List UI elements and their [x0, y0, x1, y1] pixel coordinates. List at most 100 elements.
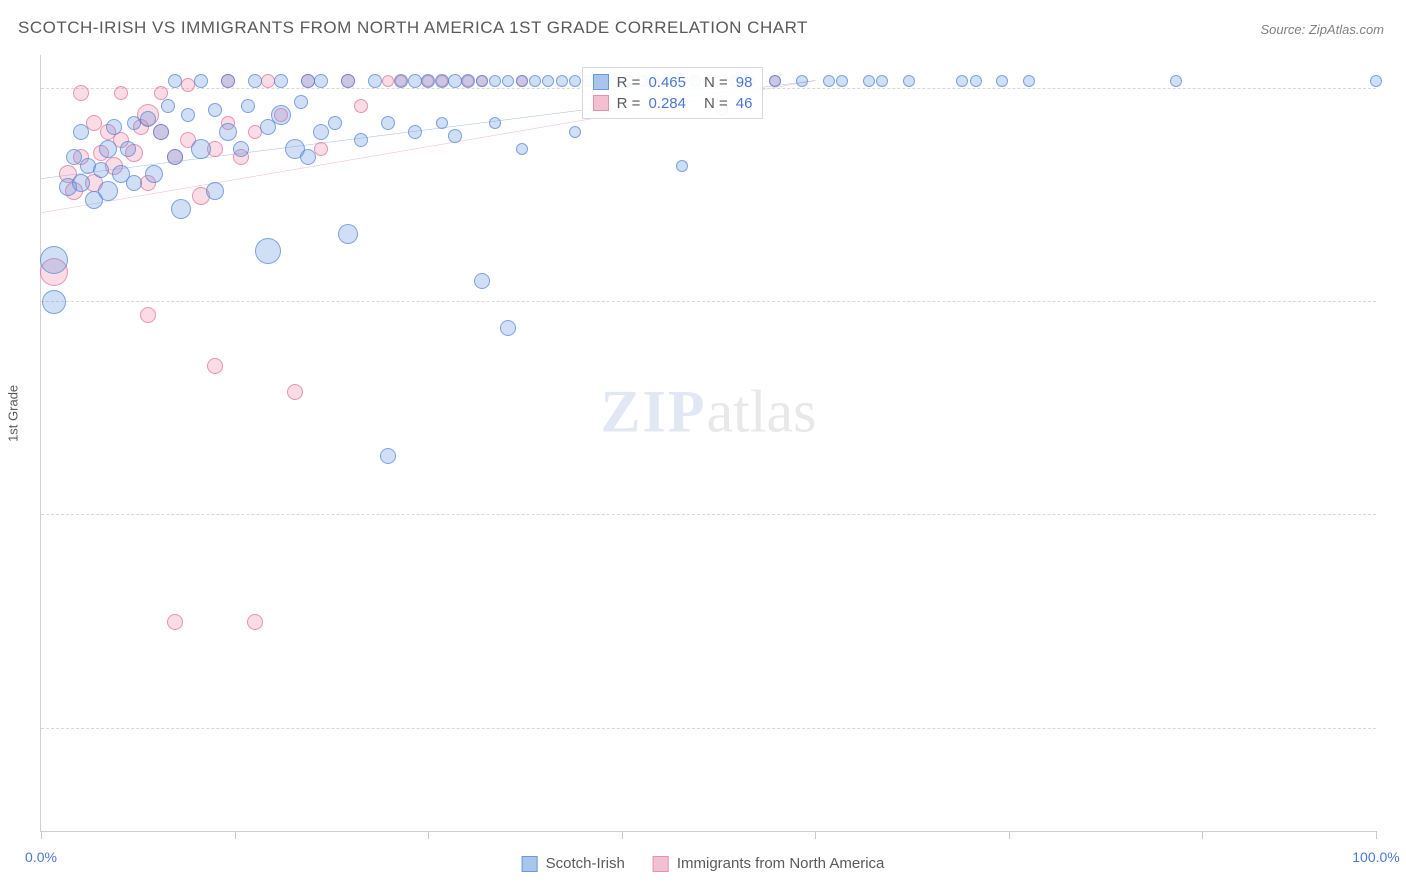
- scatter-point: [676, 160, 688, 172]
- x-tick-label: 0.0%: [25, 849, 57, 865]
- scatter-point: [140, 111, 156, 127]
- scatter-point: [106, 119, 122, 135]
- stats-row: R = 0.465 N = 98: [593, 72, 753, 93]
- chart-title: SCOTCH-IRISH VS IMMIGRANTS FROM NORTH AM…: [18, 18, 808, 38]
- scatter-point: [500, 320, 516, 336]
- scatter-point: [394, 74, 408, 88]
- stat-r-label: R =: [617, 74, 641, 91]
- scatter-point: [168, 74, 182, 88]
- stat-n-value: 46: [736, 95, 753, 112]
- legend-label: Scotch-Irish: [546, 855, 625, 872]
- scatter-point: [140, 307, 156, 323]
- gridline: [41, 728, 1376, 729]
- scatter-point: [274, 74, 288, 88]
- scatter-point: [338, 224, 358, 244]
- stat-n-label: N =: [704, 74, 728, 91]
- scatter-point: [448, 129, 462, 143]
- scatter-point: [126, 175, 142, 191]
- scatter-point: [120, 141, 136, 157]
- scatter-point: [970, 75, 982, 87]
- scatter-point: [233, 141, 249, 157]
- stat-n-value: 98: [736, 74, 753, 91]
- scatter-point: [341, 74, 355, 88]
- scatter-point: [474, 273, 490, 289]
- scatter-point: [382, 75, 394, 87]
- series-swatch: [593, 95, 609, 111]
- scatter-point: [796, 75, 808, 87]
- scatter-point: [380, 448, 396, 464]
- scatter-point: [956, 75, 968, 87]
- scatter-point: [863, 75, 875, 87]
- source-attribution: Source: ZipAtlas.com: [1260, 22, 1384, 37]
- scatter-point: [381, 116, 395, 130]
- scatter-point: [294, 95, 308, 109]
- scatter-point: [448, 74, 462, 88]
- x-tick: [1009, 831, 1010, 839]
- legend-item: Scotch-Irish: [522, 855, 625, 872]
- x-tick: [235, 831, 236, 839]
- scatter-point: [241, 99, 255, 113]
- scatter-point: [191, 139, 211, 159]
- scatter-point: [247, 614, 263, 630]
- series-swatch: [593, 74, 609, 90]
- scatter-point: [181, 108, 195, 122]
- legend-swatch: [653, 856, 669, 872]
- scatter-point: [368, 74, 382, 88]
- scatter-point: [836, 75, 848, 87]
- scatter-point: [823, 75, 835, 87]
- x-tick: [1202, 831, 1203, 839]
- gridline: [41, 514, 1376, 515]
- scatter-point: [219, 123, 237, 141]
- scatter-point: [313, 124, 329, 140]
- scatter-point: [314, 74, 328, 88]
- scatter-point: [301, 74, 315, 88]
- scatter-point: [421, 74, 435, 88]
- stats-row: R = 0.284N = 46: [593, 93, 753, 114]
- scatter-point: [516, 75, 528, 87]
- scatter-point: [93, 162, 109, 178]
- scatter-point: [206, 182, 224, 200]
- scatter-point: [181, 78, 195, 92]
- scatter-point: [208, 103, 222, 117]
- scatter-point: [72, 174, 90, 192]
- scatter-point: [153, 124, 169, 140]
- scatter-point: [542, 75, 554, 87]
- scatter-point: [221, 74, 235, 88]
- scatter-point: [145, 165, 163, 183]
- scatter-point: [569, 126, 581, 138]
- scatter-point: [769, 75, 781, 87]
- x-tick: [815, 831, 816, 839]
- trend-lines: [41, 55, 1376, 831]
- scatter-point: [502, 75, 514, 87]
- x-tick: [622, 831, 623, 839]
- scatter-point: [996, 75, 1008, 87]
- stat-r-value: 0.465: [648, 74, 686, 91]
- scatter-point: [167, 614, 183, 630]
- scatter-point: [99, 140, 117, 158]
- scatter-point: [529, 75, 541, 87]
- scatter-point: [328, 116, 342, 130]
- stat-r-value: 0.284: [648, 95, 686, 112]
- scatter-point: [42, 290, 66, 314]
- scatter-point: [476, 75, 488, 87]
- scatter-point: [436, 117, 448, 129]
- legend: Scotch-IrishImmigrants from North Americ…: [522, 855, 885, 872]
- scatter-point: [354, 99, 368, 113]
- y-axis-label: 1st Grade: [6, 385, 21, 442]
- legend-swatch: [522, 856, 538, 872]
- watermark: ZIPatlas: [601, 377, 817, 446]
- scatter-point: [314, 142, 328, 156]
- scatter-point: [876, 75, 888, 87]
- scatter-point: [287, 384, 303, 400]
- scatter-point: [1023, 75, 1035, 87]
- scatter-point: [73, 85, 89, 101]
- y-tick-label: 97.5%: [1386, 278, 1406, 294]
- scatter-point: [73, 124, 89, 140]
- scatter-point: [271, 105, 291, 125]
- scatter-point: [114, 86, 128, 100]
- scatter-point: [171, 199, 191, 219]
- scatter-point: [408, 125, 422, 139]
- scatter-point: [161, 99, 175, 113]
- scatter-point: [435, 74, 449, 88]
- scatter-point: [408, 74, 422, 88]
